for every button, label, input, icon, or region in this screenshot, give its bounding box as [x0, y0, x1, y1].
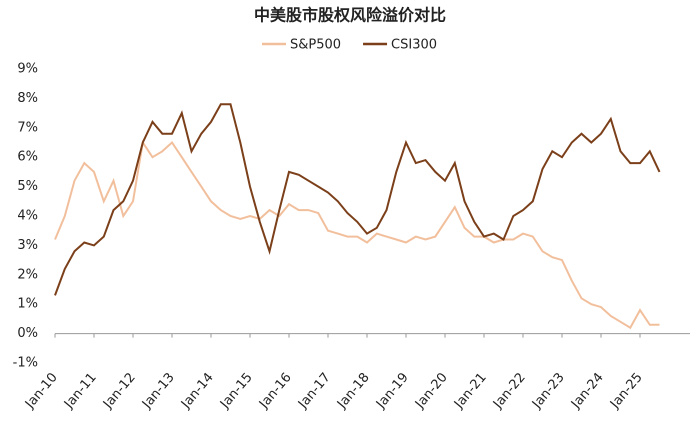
x-tick-label: Jan-10	[22, 370, 61, 412]
x-tick-label: Jan-13	[139, 370, 178, 412]
y-tick-label: 4%	[17, 209, 38, 224]
legend-label: CSI300	[391, 38, 437, 53]
x-tick-label: Jan-15	[217, 370, 256, 412]
y-tick-label: 6%	[17, 150, 38, 165]
y-tick-label: 7%	[17, 120, 38, 135]
y-tick-label: 1%	[17, 297, 38, 312]
x-tick-label: Jan-17	[295, 370, 334, 412]
y-tick-label: 9%	[17, 62, 38, 77]
x-tick-label: Jan-12	[100, 370, 139, 412]
y-tick-label: 0%	[17, 326, 38, 341]
legend-label: S&P500	[290, 38, 341, 53]
x-tick-label: Jan-16	[256, 370, 295, 412]
y-tick-label: 8%	[17, 91, 38, 106]
x-tick-label: Jan-20	[412, 370, 451, 412]
series-line	[54, 103, 661, 296]
series-line	[54, 139, 660, 330]
x-tick-label: Jan-24	[568, 370, 607, 412]
x-tick-label: Jan-25	[607, 370, 646, 412]
x-tick-label: Jan-23	[529, 370, 568, 412]
x-tick-label: Jan-19	[373, 370, 412, 412]
x-tick-label: Jan-22	[490, 370, 529, 412]
y-tick-label: 2%	[17, 267, 38, 282]
chart-title: 中美股市股权风险溢价对比	[254, 6, 446, 25]
x-tick-label: Jan-18	[334, 370, 373, 412]
x-tick-label: Jan-21	[451, 370, 490, 412]
y-tick-label: 5%	[17, 179, 38, 194]
y-tick-label: -1%	[13, 356, 38, 371]
x-tick-label: Jan-11	[61, 370, 100, 412]
y-tick-label: 3%	[17, 238, 38, 253]
x-tick-label: Jan-14	[178, 370, 217, 412]
